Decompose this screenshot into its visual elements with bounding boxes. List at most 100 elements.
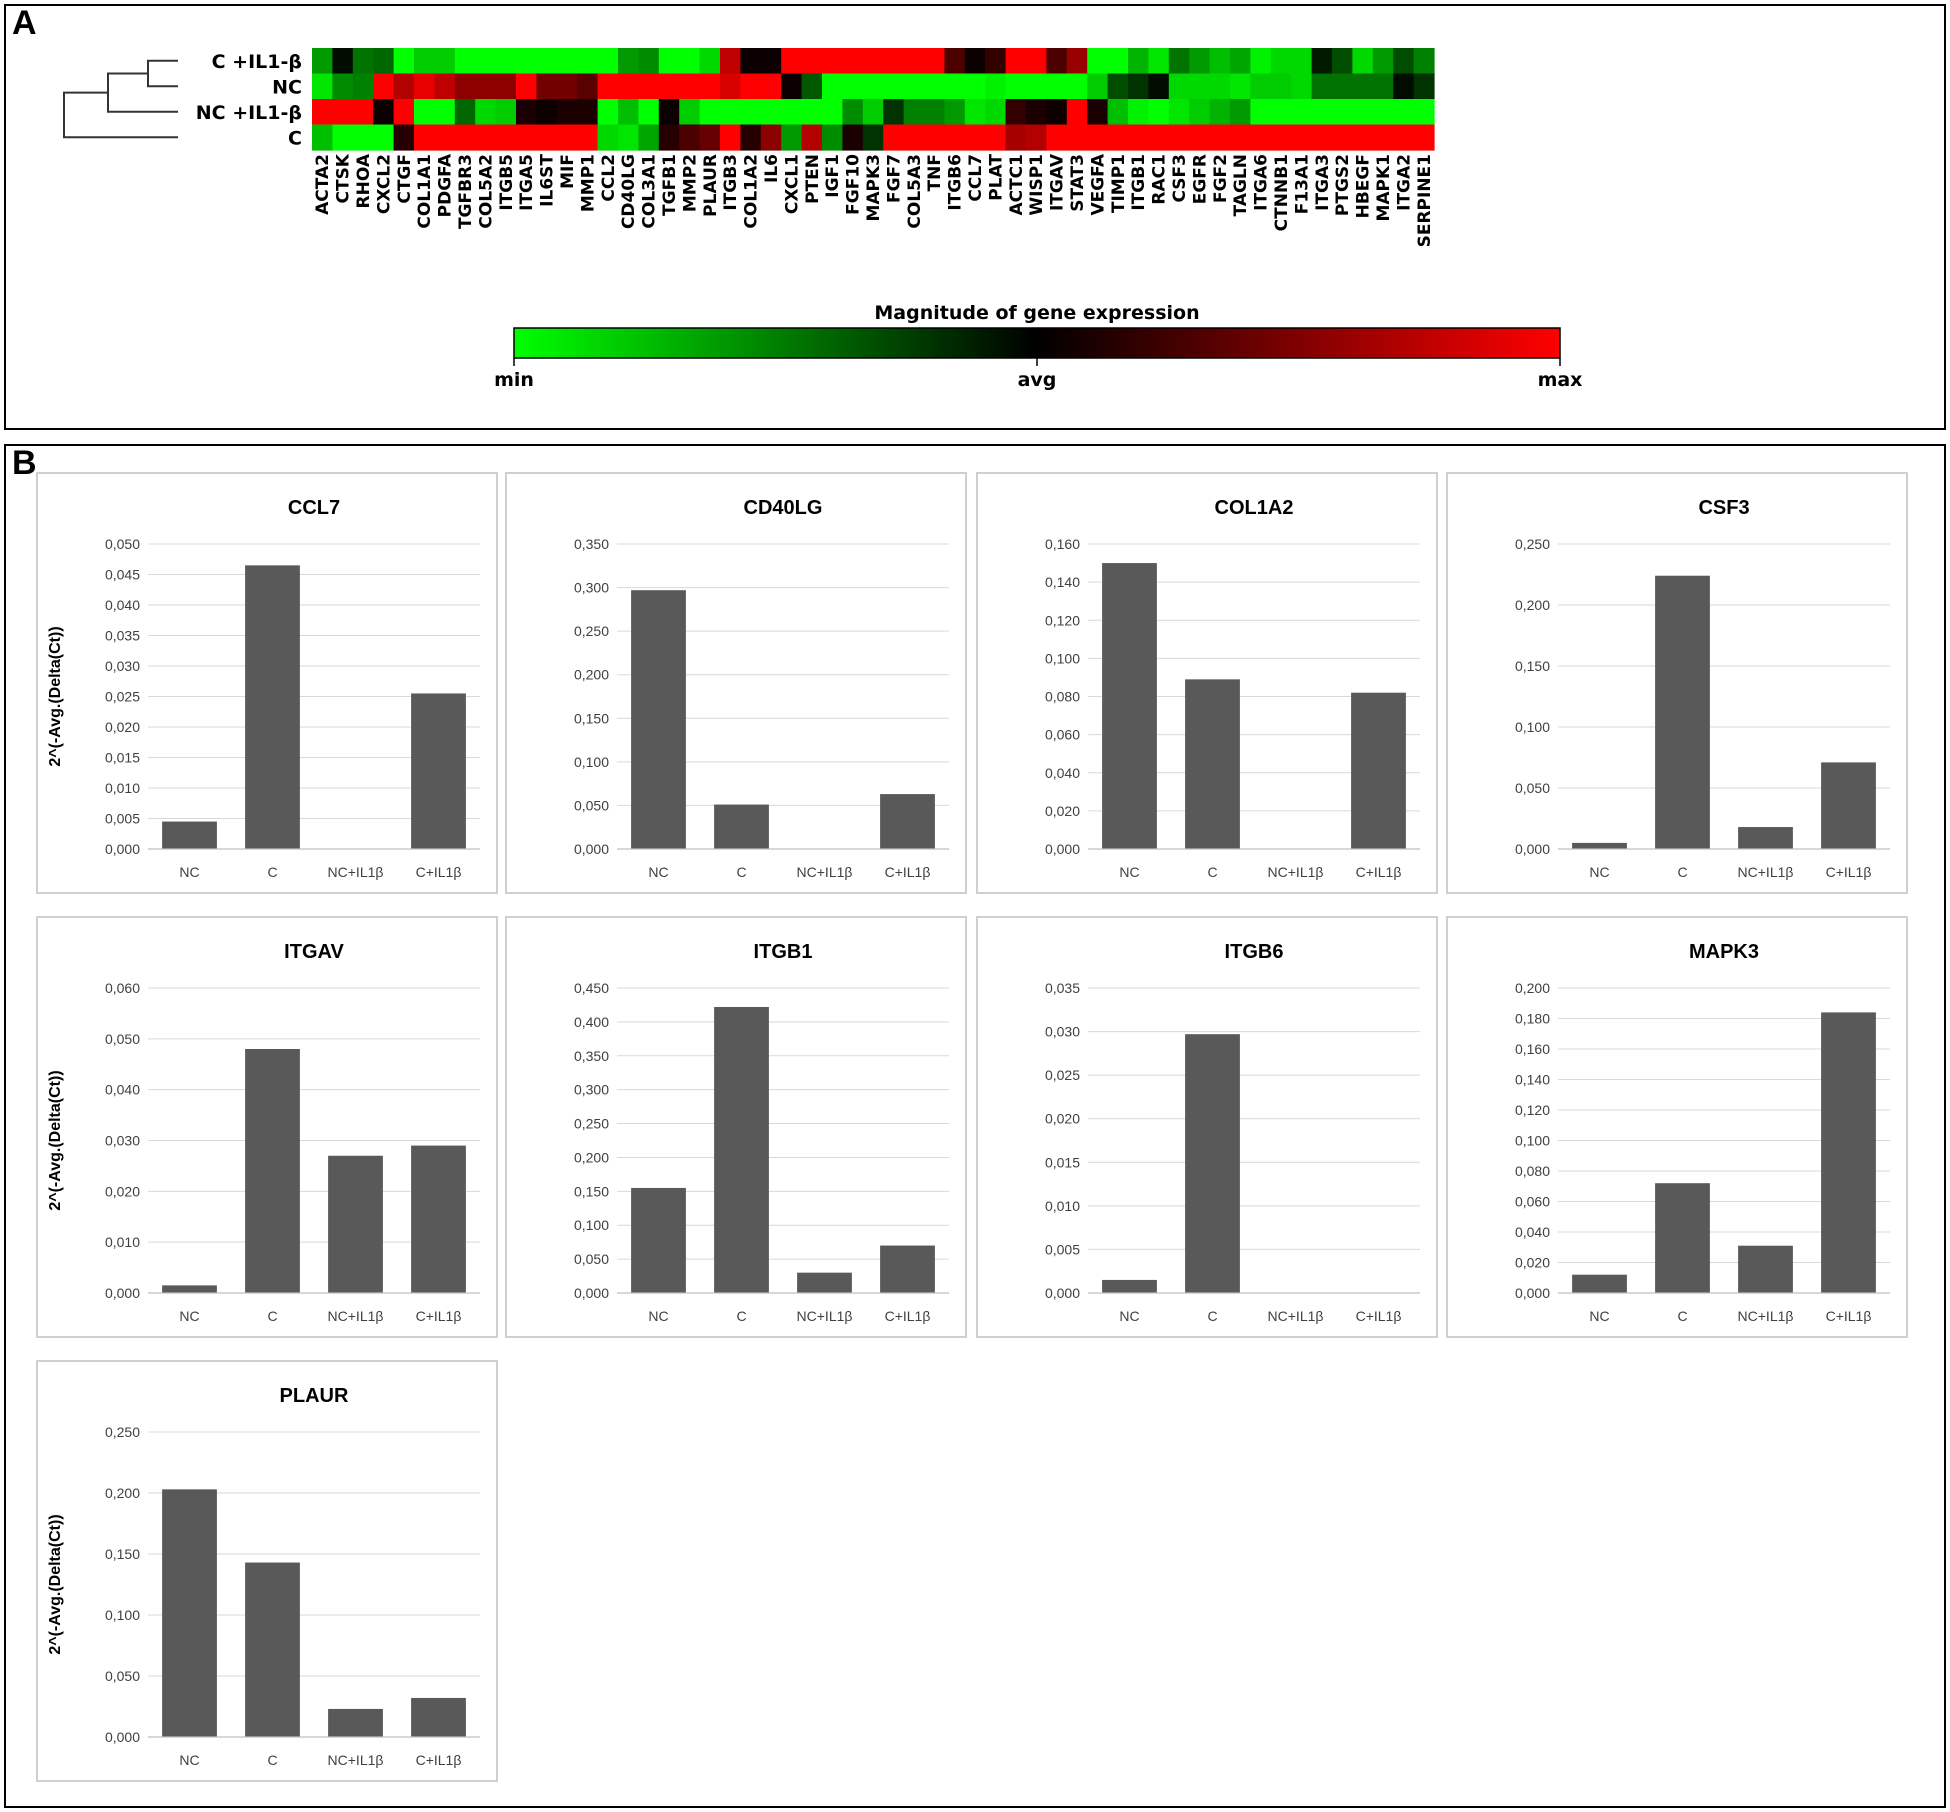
y-tick-label: 0,020 (1515, 1255, 1550, 1271)
y-tick-label: 0,160 (1045, 536, 1080, 552)
heatmap-gene-label: ITGB6 (946, 154, 966, 211)
heatmap-cell-nc-il1-itgav (1046, 99, 1068, 126)
heatmap-cell-c-itgav (1046, 124, 1068, 151)
heatmap-cell-nc-il1-col3a1 (638, 99, 660, 126)
heatmap-cell-c-il1-vegfa (1087, 48, 1109, 75)
heatmap-gene-label: WISP1 (1027, 154, 1047, 216)
heatmap-cell-c-actc1 (1005, 124, 1027, 151)
y-tick-label: 0,040 (105, 1082, 140, 1098)
color-scale-title: Magnitude of gene expression (874, 302, 1199, 324)
heatmap-cell-c-itgb5 (495, 124, 517, 151)
bar-nc (1572, 1274, 1627, 1293)
chart-svg-ccl7: CCL7 0,000 0,005 0,010 0,015 0,020 0,025 0,030 0… (47, 497, 480, 880)
heatmap-cell-c-il1-actc1 (1005, 48, 1027, 75)
x-tick-label: NC+IL1β (1268, 1308, 1324, 1324)
heatmap-cell-nc-itgb6 (944, 73, 966, 100)
heatmap-cell-c-il1-ptgs2 (1332, 48, 1353, 75)
heatmap-gene-label: STAT3 (1068, 154, 1088, 212)
heatmap-gene-label: PDGFA (436, 153, 456, 217)
y-tick-label: 0,040 (105, 597, 140, 613)
chart-title: ITGAV (284, 941, 344, 963)
bar-chart-itgav: ITGAV 0,000 0,010 0,020 0,030 0,040 0,050 0,060… (36, 916, 498, 1338)
heatmap-cell-nc-il1-fgf7 (883, 99, 905, 126)
x-tick-label: C (736, 864, 746, 880)
chart-svg-mapk3: MAPK3 0,000 0,020 0,040 0,060 0,080 0,100 0,120… (1515, 941, 1890, 1324)
bar-nc (631, 1187, 686, 1293)
heatmap-cell-c-mapk1 (1372, 124, 1394, 151)
heatmap-cell-c-itga3 (1311, 124, 1333, 151)
y-tick-label: 0,120 (1045, 612, 1080, 628)
chart-title: MAPK3 (1689, 941, 1759, 963)
bar-c-il1 (411, 1145, 466, 1293)
heatmap-cell-c-il1-serpine1 (1413, 48, 1435, 75)
y-tick-label: 0,200 (574, 667, 609, 683)
heatmap-cell-nc-wisp1 (1026, 73, 1047, 100)
heatmap-cell-nc-col3a1 (638, 73, 660, 100)
heatmap-row-label: NC (272, 76, 302, 98)
heatmap-cell-nc-fgf7 (883, 73, 905, 100)
bar-chart-cd40lg: CD40LG 0,000 0,050 0,100 0,150 0,200 0,250 0,30… (505, 472, 967, 894)
y-tick-label: 0,350 (574, 1048, 609, 1064)
heatmap-cell-c-il1-itga2 (1393, 48, 1415, 75)
heatmap-cell-c-il1-mapk3 (862, 48, 884, 75)
heatmap-cell-nc-il1-pten (801, 99, 823, 126)
bar-nc-il1 (1738, 1245, 1793, 1293)
heatmap-gene-label: VEGFA (1088, 153, 1108, 215)
heatmap-cell-c-il1-cxcl1 (781, 48, 803, 75)
y-tick-label: 0,050 (105, 1668, 140, 1684)
heatmap-cell-c-igf1 (822, 124, 843, 151)
heatmap-gene-label: MIF (558, 154, 578, 189)
y-tick-label: 0,030 (105, 1133, 140, 1149)
heatmap-cell-nc-il1-fgf2 (1209, 99, 1231, 126)
chart-svg-itgav: ITGAV 0,000 0,010 0,020 0,030 0,040 0,050 0,060… (47, 941, 480, 1324)
panel-a: C +IL1-β NC NC +IL1-β C ACTA2 CTSK RHOA CXCL2 CT… (4, 4, 1946, 430)
heatmap-cell-c-il1-cxcl2 (373, 48, 395, 75)
bar-c-il1 (880, 794, 935, 849)
x-tick-label: NC (179, 1752, 199, 1768)
heatmap-cell-nc-il1-tagln (1230, 99, 1251, 126)
heatmap-gene-label: IL6 (762, 154, 782, 183)
bar-nc-il1 (328, 1155, 383, 1293)
dendrogram-branch (147, 59, 178, 88)
x-tick-label: C+IL1β (416, 864, 462, 880)
heatmap-cell-c-fgf7 (883, 124, 905, 151)
y-tick-label: 0,000 (1045, 841, 1080, 857)
heatmap-cell-nc-cd40lg (618, 73, 639, 100)
y-tick-label: 0,100 (1515, 719, 1550, 735)
y-tick-label: 0,035 (105, 628, 140, 644)
heatmap-cell-nc-il6st (536, 73, 558, 100)
heatmap-cell-nc-il1-mapk1 (1372, 99, 1394, 126)
x-tick-label: C (736, 1308, 746, 1324)
heatmap-gene-label: ITGA3 (1313, 154, 1333, 211)
heatmap-cell-c-il1-plaur (699, 48, 721, 75)
x-tick-label: NC+IL1β (328, 1308, 384, 1324)
heatmap-row-label: C +IL1-β (212, 51, 302, 73)
heatmap-gene-label: MAPK1 (1374, 154, 1394, 222)
x-tick-label: NC (648, 864, 668, 880)
heatmap-cell-c-cd40lg (618, 124, 639, 151)
heatmap-cell-nc-tnf (924, 73, 945, 100)
heatmap-cell-nc-il1-col1a1 (414, 99, 435, 126)
x-tick-label: NC+IL1β (797, 1308, 853, 1324)
heatmap-gene-label: COL5A3 (905, 154, 925, 229)
heatmap-cell-c-vegfa (1087, 124, 1109, 151)
dendrogram (63, 59, 178, 139)
y-tick-label: 0,000 (574, 1285, 609, 1301)
heatmap-gene-label: IGF1 (823, 154, 843, 198)
heatmap-cell-c-plat (985, 124, 1007, 151)
heatmap-gene-label: COL1A1 (415, 154, 435, 229)
heatmap-gene-label: PLAUR (701, 154, 721, 217)
heatmap-cell-c-itgb6 (944, 124, 966, 151)
x-tick-label: NC (1119, 864, 1139, 880)
heatmap-cell-c-il1-itgb1 (1128, 48, 1149, 75)
y-tick-label: 0,250 (574, 623, 609, 639)
heatmap-cell-c-col5a2 (475, 124, 497, 151)
heatmap-cell-c-hbegf (1352, 124, 1374, 151)
heatmap-cell-c-itga5 (516, 124, 537, 151)
heatmap-cell-nc-il6 (760, 73, 782, 100)
x-tick-label: C (267, 1752, 277, 1768)
heatmap-cell-c-il1-acta2 (312, 48, 333, 75)
heatmap-cell-nc-il1-ccl2 (597, 99, 619, 126)
heatmap-gene-label: CSF3 (1170, 154, 1190, 202)
heatmap-cell-nc-actc1 (1005, 73, 1027, 100)
